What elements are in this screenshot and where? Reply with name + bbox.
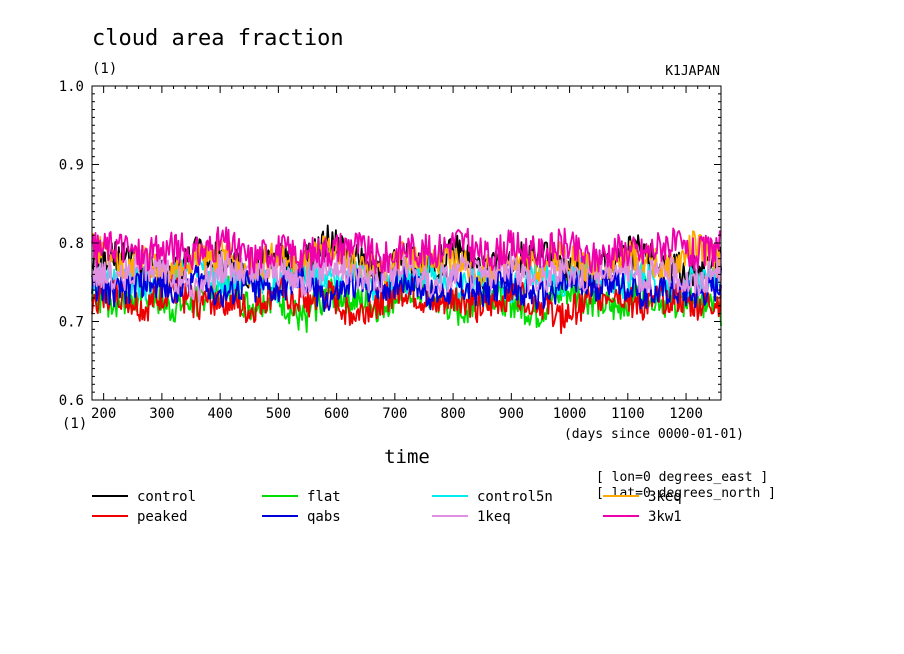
legend-label: control5n <box>477 489 553 505</box>
y-tick-label: 0.6 <box>59 393 84 409</box>
x-tick-label: 600 <box>324 406 349 422</box>
x-tick-label: 500 <box>266 406 291 422</box>
legend-label: flat <box>307 489 341 505</box>
x-tick-label: 300 <box>149 406 174 422</box>
x-tick-label: 700 <box>382 406 407 422</box>
chart-title: cloud area fraction <box>92 26 344 51</box>
x-tick-label: 900 <box>499 406 524 422</box>
x-tick-label: 1000 <box>553 406 587 422</box>
chart-units: (1) <box>92 61 117 77</box>
plot-frame <box>91 85 722 401</box>
y-tick-label: 0.7 <box>59 315 84 331</box>
series-line-qabs <box>91 264 722 313</box>
x-tick-label: 1100 <box>611 406 645 422</box>
legend: control flat control5n 3keq peaked qabs 1keq 3k… <box>92 489 682 525</box>
x-units: (days since 0000-01-01) <box>564 427 744 442</box>
y-units: (1) <box>62 416 87 432</box>
legend-label: peaked <box>137 509 188 525</box>
dataset-label: K1JAPAN <box>665 64 720 79</box>
annotation-lon: [ lon=0 degrees_east ] <box>596 470 768 485</box>
series-line-peaked <box>91 274 722 335</box>
y-tick-label: 1.0 <box>59 79 84 95</box>
x-tick-label: 1200 <box>669 406 703 422</box>
x-tick-label: 800 <box>440 406 465 422</box>
x-tick-label: 400 <box>207 406 232 422</box>
legend-label: control <box>137 489 196 505</box>
legend-label: qabs <box>307 509 341 525</box>
legend-label: 1keq <box>477 509 511 525</box>
y-tick-label: 0.8 <box>59 236 84 252</box>
annotation-lat: [ lat=0 degrees_north ] <box>596 486 776 501</box>
axis-layer: 200 300 400 500 600 700 800 900 1000 1100 1200 0.6 0… <box>59 79 722 422</box>
x-axis-label: time <box>384 446 430 468</box>
series-layer <box>91 224 722 335</box>
y-tick-label: 0.9 <box>59 158 84 174</box>
series-line-1keq <box>91 247 722 303</box>
legend-label: 3keq <box>648 489 682 505</box>
x-tick-label: 200 <box>91 406 116 422</box>
legend-label: 3kw1 <box>648 509 682 525</box>
series-line-3kw1 <box>91 226 721 276</box>
